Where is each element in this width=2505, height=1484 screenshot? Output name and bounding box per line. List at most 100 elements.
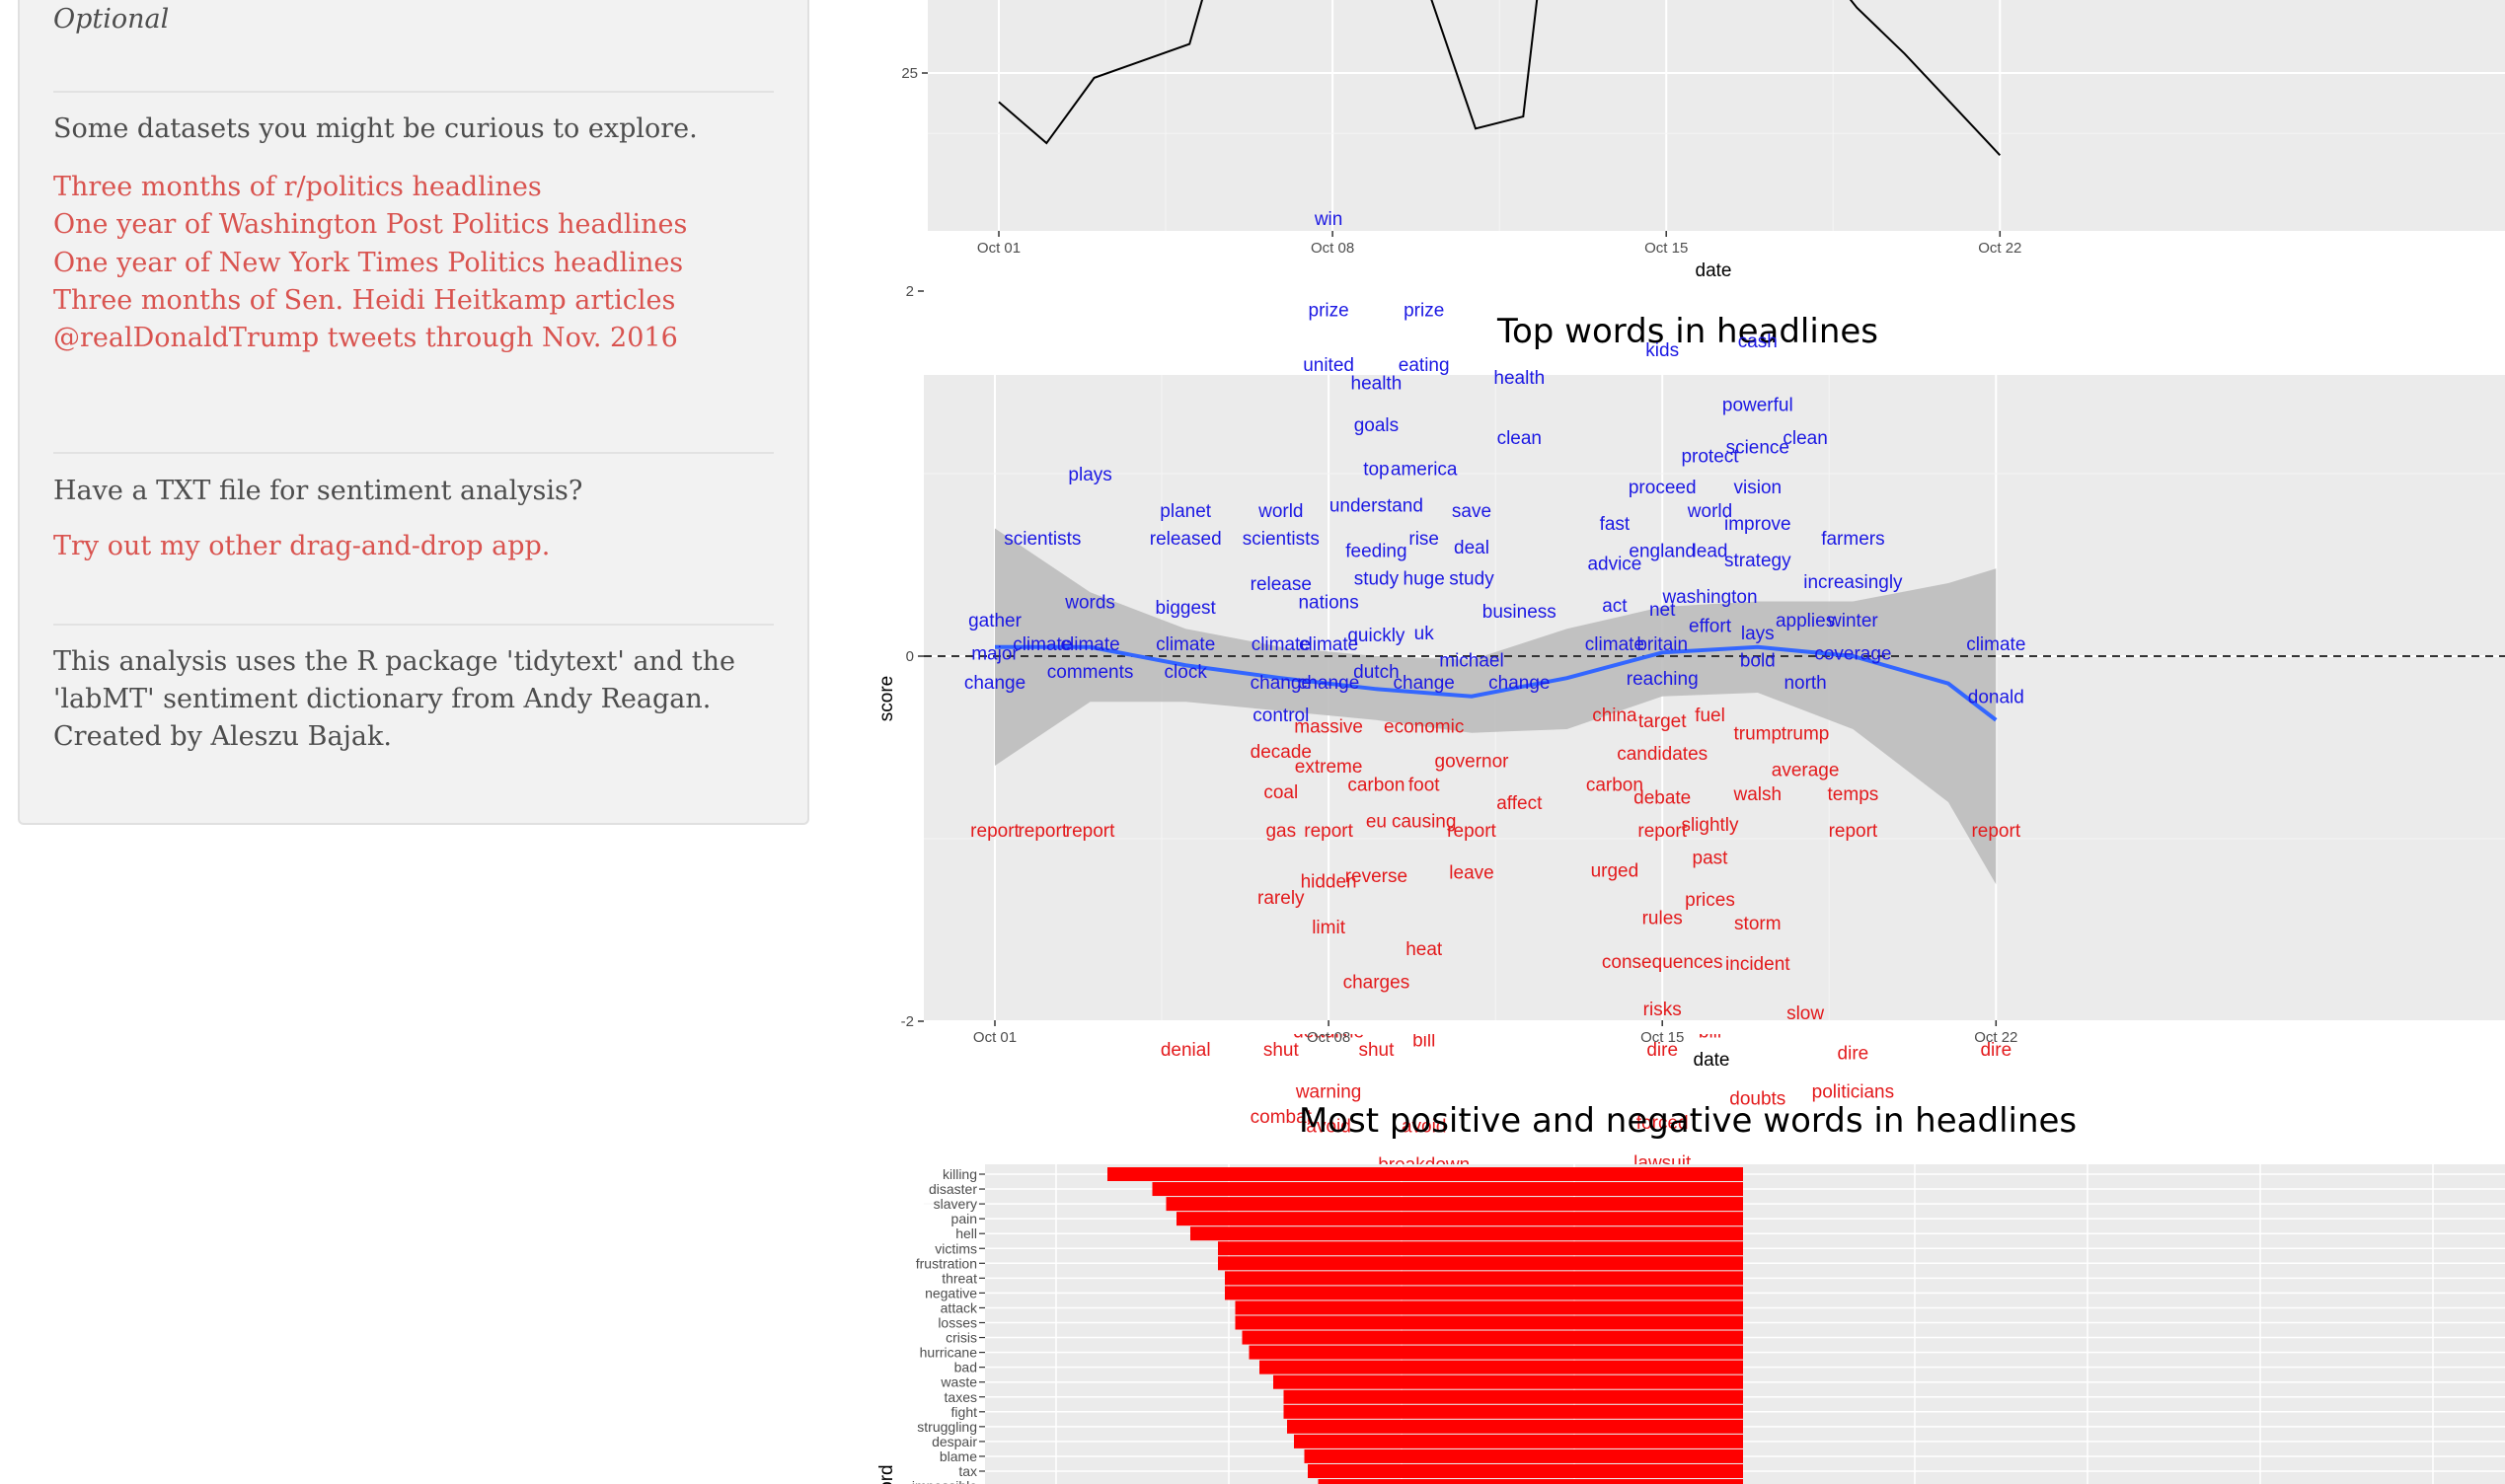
positive-word: change bbox=[1394, 673, 1455, 694]
panel-clip bbox=[924, 1020, 2505, 1034]
positive-word: coverage bbox=[1814, 643, 1891, 664]
positive-word: england bbox=[1629, 542, 1696, 562]
y-tick-label: 25 bbox=[901, 65, 918, 82]
negative-word: charges bbox=[1343, 972, 1410, 993]
positive-word: control bbox=[1252, 705, 1309, 726]
x-tick-label: Oct 01 bbox=[977, 240, 1021, 257]
negative-word: forced bbox=[1636, 1113, 1689, 1134]
negative-word: carbon bbox=[1586, 776, 1643, 796]
bar bbox=[1287, 1419, 1743, 1434]
negative-word: carbon bbox=[1347, 776, 1404, 796]
positive-word: released bbox=[1150, 529, 1222, 550]
plot-panel bbox=[928, 0, 2505, 231]
positive-word: plays bbox=[1068, 465, 1111, 485]
bar bbox=[1259, 1360, 1743, 1374]
negative-word: eu bbox=[1366, 812, 1387, 833]
positive-word: net bbox=[1649, 600, 1676, 621]
word-label: taxes bbox=[945, 1389, 977, 1405]
negative-word: average bbox=[1772, 761, 1840, 781]
negative-word: report bbox=[1637, 821, 1687, 842]
bar bbox=[1283, 1404, 1743, 1419]
negative-word: walsh bbox=[1733, 784, 1783, 805]
bar bbox=[1218, 1256, 1743, 1271]
bar bbox=[1190, 1226, 1743, 1241]
divider bbox=[53, 452, 774, 454]
word-label: waste bbox=[940, 1374, 977, 1390]
positive-word: scientists bbox=[1004, 529, 1081, 550]
positive-word: goals bbox=[1354, 415, 1399, 436]
negative-word: denial bbox=[1161, 1040, 1211, 1061]
positive-word: win bbox=[1314, 209, 1343, 230]
bar bbox=[1218, 1241, 1743, 1256]
negative-word: slow bbox=[1786, 1003, 1824, 1024]
positive-word: deal bbox=[1454, 538, 1489, 558]
negative-word: governor bbox=[1435, 751, 1510, 772]
positive-word: britain bbox=[1636, 634, 1688, 655]
positive-word: climate bbox=[1585, 634, 1644, 655]
positive-word: rise bbox=[1408, 529, 1439, 550]
negative-word: affect bbox=[1496, 793, 1543, 814]
negative-word: shut bbox=[1263, 1040, 1300, 1061]
word-label: fight bbox=[951, 1404, 978, 1420]
positive-word: change bbox=[1488, 673, 1550, 694]
positive-word: world bbox=[1687, 501, 1732, 522]
positive-word: scientists bbox=[1243, 529, 1320, 550]
y-axis-label: word bbox=[876, 1464, 897, 1484]
negative-word: avoid bbox=[1402, 1116, 1446, 1137]
dataset-link-heitkamp[interactable]: Three months of Sen. Heidi Heitkamp arti… bbox=[53, 285, 676, 316]
negative-word: report bbox=[1971, 821, 2020, 842]
positive-word: planet bbox=[1160, 501, 1211, 522]
bar bbox=[1225, 1271, 1743, 1286]
x-tick-label: Oct 08 bbox=[1311, 240, 1354, 257]
drag-drop-app-link[interactable]: Try out my other drag-and-drop app. bbox=[53, 531, 551, 561]
positive-word: change bbox=[1298, 673, 1359, 694]
credits-text: This analysis uses the R package 'tidyte… bbox=[53, 646, 735, 752]
negative-word: dire bbox=[1838, 1043, 1869, 1064]
negative-word: leave bbox=[1449, 862, 1493, 883]
dataset-link-wapo[interactable]: One year of Washington Post Politics hea… bbox=[53, 209, 688, 240]
smooth-line bbox=[995, 644, 1998, 722]
bar bbox=[1235, 1300, 1743, 1315]
dataset-link-nyt[interactable]: One year of New York Times Politics head… bbox=[53, 248, 684, 278]
word-label: losses bbox=[938, 1315, 977, 1331]
bar bbox=[1107, 1167, 1743, 1181]
negative-word: economic bbox=[1384, 716, 1464, 737]
bar bbox=[1249, 1345, 1743, 1360]
word-label: victims bbox=[935, 1240, 977, 1256]
negative-word: past bbox=[1693, 849, 1729, 869]
positive-word: change bbox=[964, 673, 1025, 694]
divider bbox=[53, 91, 774, 93]
negative-word: warning bbox=[1295, 1081, 1362, 1102]
x-axis-label: date bbox=[1694, 1050, 1730, 1071]
positive-word: applies bbox=[1776, 611, 1835, 631]
word-label: disaster bbox=[929, 1181, 977, 1197]
bar-chart: Most positive and negative words in head… bbox=[876, 1101, 2505, 1484]
positive-word: winter bbox=[1827, 611, 1878, 631]
positive-word: donald bbox=[1968, 688, 2024, 708]
positive-word: release bbox=[1251, 574, 1312, 595]
positive-word: climate bbox=[1966, 634, 2025, 655]
word-label: crisis bbox=[946, 1330, 977, 1346]
dataset-link-rpolitics[interactable]: Three months of r/politics headlines bbox=[53, 172, 542, 202]
word-label: killing bbox=[943, 1166, 977, 1182]
negative-word: politicians bbox=[1812, 1081, 1894, 1102]
positive-word: huge bbox=[1404, 568, 1445, 589]
negative-word: risks bbox=[1643, 1000, 1682, 1020]
positive-word: increasingly bbox=[1803, 572, 1903, 593]
bar bbox=[1242, 1330, 1743, 1345]
x-tick-label: Oct 22 bbox=[1978, 240, 2021, 257]
positive-word: biggest bbox=[1156, 598, 1217, 619]
dataset-link-trump-tweets[interactable]: @realDonaldTrump tweets through Nov. 201… bbox=[53, 323, 678, 353]
series-line bbox=[998, 0, 2002, 156]
negative-word: storm bbox=[1734, 914, 1782, 934]
bar bbox=[1294, 1434, 1743, 1448]
positive-word: business bbox=[1482, 602, 1556, 623]
bar bbox=[1304, 1448, 1743, 1463]
positive-word: uk bbox=[1414, 624, 1435, 644]
y-axis-label: score bbox=[876, 676, 897, 721]
word-label: struggling bbox=[917, 1419, 977, 1435]
word-label: impossible bbox=[912, 1478, 977, 1484]
negative-word: causing bbox=[1392, 812, 1457, 833]
word-label: pain bbox=[951, 1211, 977, 1226]
word-scatter-chart: Top words in headlines gather major change… bbox=[876, 209, 2505, 1398]
